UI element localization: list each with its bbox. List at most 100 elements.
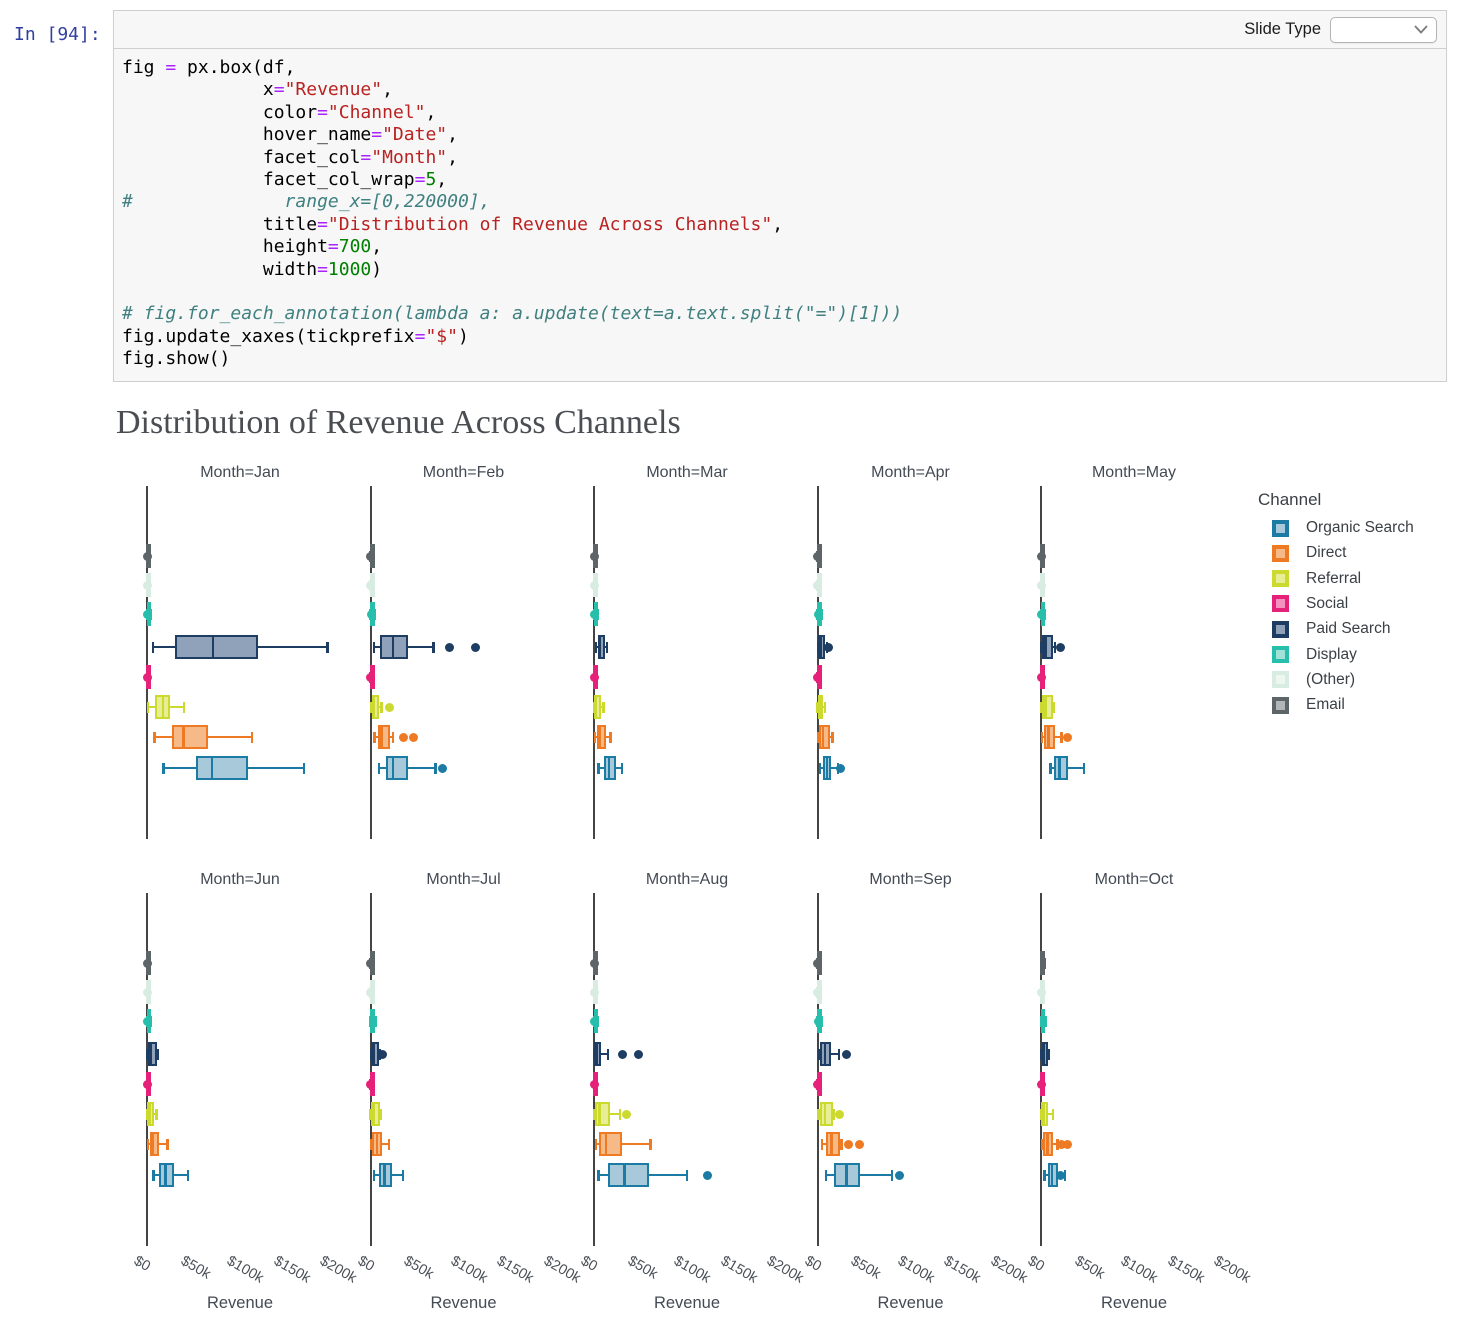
legend-item-other[interactable]: (Other): [1272, 668, 1355, 692]
box-jan-organic-search[interactable]: [196, 756, 249, 780]
outlier-jul-paid-search[interactable]: [378, 1049, 388, 1059]
legend-item-display[interactable]: Display: [1272, 643, 1357, 667]
code-editor[interactable]: fig = px.box(df, x="Revenue", color="Cha…: [122, 57, 902, 371]
outlier-may-social[interactable]: [1036, 672, 1046, 682]
outlier-may-direct[interactable]: [1063, 732, 1073, 742]
outlier-jul-email[interactable]: [366, 958, 376, 968]
box-may-paid-search[interactable]: [1041, 635, 1054, 659]
outlier-jan-other[interactable]: [142, 580, 152, 590]
box-mar-organic-search[interactable]: [604, 756, 617, 780]
whisker-cap-apr-direct: [831, 731, 834, 743]
outlier-feb-organic-search[interactable]: [437, 763, 447, 773]
outlier-feb-referral[interactable]: [384, 702, 394, 712]
box-jul-referral[interactable]: [370, 1102, 380, 1126]
outlier-aug-referral[interactable]: [622, 1109, 632, 1119]
legend-label: Paid Search: [1306, 620, 1391, 638]
outlier-apr-social[interactable]: [813, 672, 823, 682]
whisker-cap-aug-paid-search: [593, 1048, 596, 1060]
outlier-apr-organic-search[interactable]: [836, 763, 846, 773]
box-may-referral[interactable]: [1041, 695, 1054, 719]
legend-item-social[interactable]: Social: [1272, 592, 1348, 616]
outlier-apr-other[interactable]: [813, 580, 823, 590]
outlier-feb-paid-search[interactable]: [445, 642, 455, 652]
outlier-mar-other[interactable]: [589, 580, 599, 590]
outlier-jul-other[interactable]: [366, 987, 376, 997]
x-zero-line: [593, 893, 595, 1246]
box-sep-direct[interactable]: [825, 1132, 840, 1156]
box-may-organic-search[interactable]: [1054, 756, 1068, 780]
outlier-sep-direct[interactable]: [843, 1139, 853, 1149]
median-feb-direct: [380, 725, 383, 749]
outlier-feb-email[interactable]: [366, 551, 376, 561]
outlier-sep-direct[interactable]: [854, 1139, 864, 1149]
legend-item-direct[interactable]: Direct: [1272, 541, 1346, 565]
outlier-sep-organic-search[interactable]: [894, 1170, 904, 1180]
outlier-sep-referral[interactable]: [835, 1109, 845, 1119]
outlier-sep-social[interactable]: [813, 1079, 823, 1089]
outlier-sep-email[interactable]: [813, 958, 823, 968]
outlier-aug-other[interactable]: [589, 987, 599, 997]
outlier-sep-other[interactable]: [813, 987, 823, 997]
box-aug-organic-search[interactable]: [607, 1163, 649, 1187]
outlier-apr-email[interactable]: [813, 551, 823, 561]
box-mar-direct[interactable]: [596, 725, 607, 749]
outlier-feb-direct[interactable]: [398, 732, 408, 742]
outlier-sep-display[interactable]: [813, 1016, 823, 1026]
outlier-may-email[interactable]: [1036, 551, 1046, 561]
outlier-jan-social[interactable]: [142, 672, 152, 682]
outlier-apr-paid-search[interactable]: [824, 642, 834, 652]
outlier-oct-social[interactable]: [1036, 1079, 1046, 1089]
outlier-may-other[interactable]: [1036, 580, 1046, 590]
outlier-apr-display[interactable]: [813, 609, 823, 619]
whisker-cap-jul-organic-search: [401, 1169, 405, 1181]
outlier-feb-other[interactable]: [366, 580, 376, 590]
outlier-mar-email[interactable]: [589, 551, 599, 561]
outlier-jun-social[interactable]: [142, 1079, 152, 1089]
outlier-jun-display[interactable]: [143, 1016, 153, 1026]
box-aug-direct[interactable]: [598, 1132, 622, 1156]
whisker-cap-jul-referral: [379, 1108, 382, 1120]
outlier-jan-display[interactable]: [143, 609, 153, 619]
outlier-aug-display[interactable]: [590, 1016, 600, 1026]
legend-item-email[interactable]: Email: [1272, 693, 1345, 717]
outlier-jun-other[interactable]: [142, 987, 152, 997]
box-jun-paid-search[interactable]: [147, 1042, 158, 1066]
facet-title-may: Month=May: [1091, 464, 1177, 481]
outlier-oct-direct[interactable]: [1063, 1139, 1073, 1149]
outlier-jan-email[interactable]: [142, 551, 152, 561]
outlier-aug-email[interactable]: [589, 958, 599, 968]
outlier-may-paid-search[interactable]: [1056, 642, 1066, 652]
outlier-mar-social[interactable]: [589, 672, 599, 682]
box-sep-referral[interactable]: [820, 1102, 834, 1126]
outlier-aug-paid-search[interactable]: [634, 1049, 644, 1059]
outlier-jul-social[interactable]: [366, 1079, 376, 1089]
whisker-aug-direct: [595, 1142, 651, 1146]
outlier-may-display[interactable]: [1037, 609, 1047, 619]
outlier-jun-email[interactable]: [142, 958, 152, 968]
legend-item-referral[interactable]: Referral: [1272, 567, 1361, 591]
whisker-cap-mar-organic-search: [620, 762, 624, 774]
outlier-oct-direct[interactable]: [1056, 1139, 1066, 1149]
outlier-sep-paid-search[interactable]: [841, 1049, 851, 1059]
whisker-cap-jul-display: [374, 1015, 378, 1027]
outlier-oct-organic-search[interactable]: [1056, 1170, 1066, 1180]
outlier-mar-display[interactable]: [590, 609, 600, 619]
legend-item-organic-search[interactable]: Organic Search: [1272, 516, 1414, 540]
outlier-feb-direct[interactable]: [408, 732, 418, 742]
whisker-cap-jun-direct: [146, 1138, 150, 1150]
outlier-oct-other[interactable]: [1036, 987, 1046, 997]
box-jan-paid-search[interactable]: [174, 635, 258, 659]
outlier-aug-social[interactable]: [589, 1079, 599, 1089]
outlier-aug-paid-search[interactable]: [618, 1049, 628, 1059]
outlier-feb-paid-search[interactable]: [471, 642, 481, 652]
slide-type-select[interactable]: [1330, 16, 1437, 43]
legend-item-paid-search[interactable]: Paid Search: [1272, 617, 1390, 641]
outlier-aug-organic-search[interactable]: [702, 1170, 712, 1180]
box-jan-direct[interactable]: [172, 725, 209, 749]
box-feb-organic-search[interactable]: [386, 756, 408, 780]
box-jun-direct[interactable]: [149, 1132, 160, 1156]
outlier-feb-display[interactable]: [366, 609, 376, 619]
outlier-feb-social[interactable]: [366, 672, 376, 682]
box-apr-direct[interactable]: [819, 725, 830, 749]
box-aug-referral[interactable]: [594, 1102, 610, 1126]
